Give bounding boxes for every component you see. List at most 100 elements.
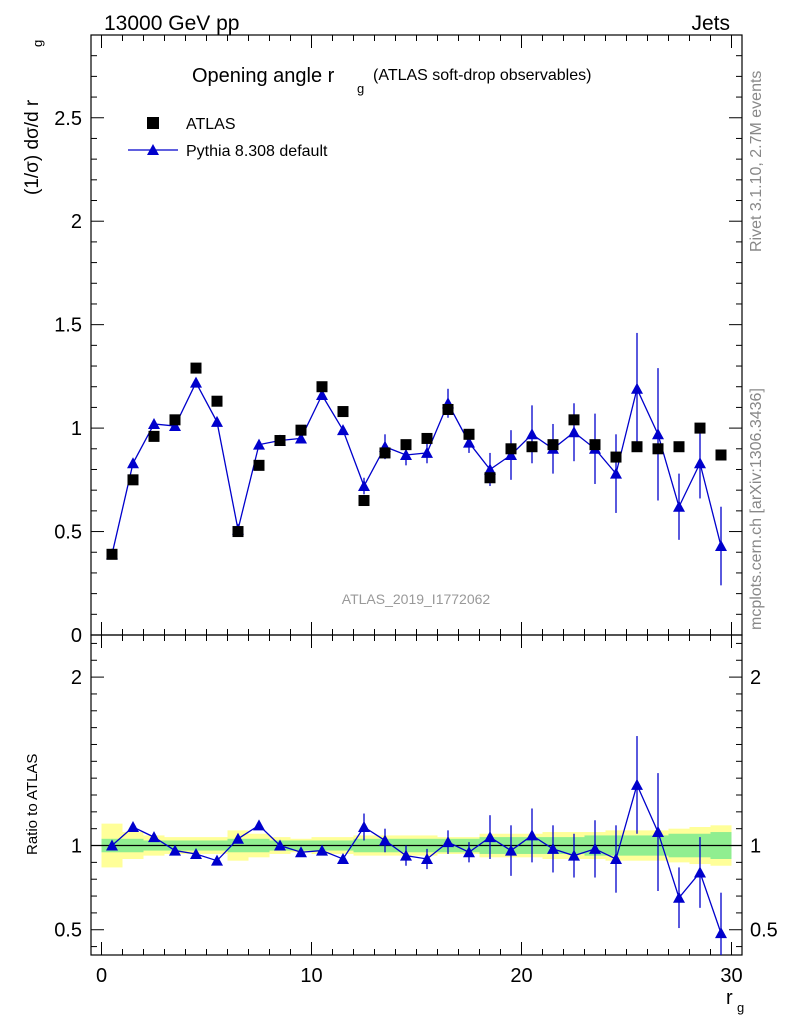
main-y-tick-label: 1 [71,418,82,440]
atlas-point [484,472,496,484]
pythia-point [169,420,181,432]
atlas-point [190,362,202,374]
pythia-point [148,417,160,429]
ratio-pythia-point [211,854,223,866]
main-y-axis-label-subscript: g [30,40,45,47]
ratio-plot-panel: 0.5 0.5 1 1 2 2 0 10 20 30 Ratio to ATLAS r g [24,634,778,1015]
pythia-point [400,449,412,460]
header-energy-label: 13000 GeV pp [104,12,239,35]
pythia-point [211,415,223,427]
atlas-point [169,414,181,426]
legend-pythia-label: Pythia 8.308 default [186,143,328,160]
mcplots-label: mcplots.cern.ch [arXiv:1306.3436] [748,388,765,630]
atlas-point [589,439,601,451]
pythia-point [484,463,496,475]
atlas-point [631,441,643,453]
atlas-point [295,424,307,436]
atlas-point [148,430,160,442]
pythia-point [673,500,685,512]
ratio-pythia-point [652,826,664,838]
ratio-pythia-point [610,853,622,864]
atlas-point [610,451,622,463]
pythia-point [526,428,538,440]
plot-title: Opening angle r [192,65,335,87]
main-y-tick-label: 2.5 [54,108,82,130]
ratio-pythia-point [484,831,496,843]
atlas-series [106,362,727,560]
atlas-point [421,432,433,444]
main-y-tick-label: 0.5 [54,522,82,544]
main-plot-panel: 0 0.5 1 1.5 2 2.5 ATLAS_2019_I1772062 Opening… [22,34,743,647]
ratio-pythia-series [106,736,727,955]
ratio-y-axis-label: Ratio to ATLAS [24,754,41,855]
legend-atlas-label: ATLAS [186,116,236,133]
pythia-point [694,457,706,469]
ratio-y-tick-label-right: 1 [750,836,761,858]
x-axis-label-subscript: g [737,1000,744,1015]
ratio-pythia-point [442,836,454,848]
ratio-pythia-point [673,891,685,903]
atlas-point [673,441,685,453]
header-process-label: Jets [691,12,730,35]
ratio-pythia-point [589,842,601,854]
plot-title-rest: (ATLAS soft-drop observables) [373,67,591,84]
pythia-point [358,480,370,492]
atlas-point [526,441,538,453]
atlas-point [652,443,664,455]
ratio-pythia-point [421,853,433,864]
atlas-point [253,459,265,471]
pythia-line [111,381,722,555]
main-y-tick-label: 1.5 [54,315,82,337]
ratio-pythia-point [253,819,265,831]
pythia-point [568,426,580,438]
ratio-pythia-line [111,782,722,934]
ratio-y-tick-label-right: 2 [750,667,761,689]
ratio-pythia-point [295,846,307,858]
ratio-pythia-point [169,844,181,856]
ratio-pythia-point [379,834,391,846]
ratio-y-tick-label: 1 [71,836,82,858]
ratio-pythia-point [316,844,328,856]
x-tick-label: 20 [510,965,532,987]
pythia-point [463,436,475,448]
atlas-point [316,381,328,393]
pythia-point [631,382,643,394]
pythia-point [253,438,265,450]
atlas-point [694,422,706,434]
plot-title-subscript: g [357,81,364,96]
main-axis-ticks [91,34,742,636]
pythia-point [610,467,622,479]
ratio-axis-ticks [91,635,742,955]
atlas-point [127,474,139,486]
analysis-watermark: ATLAS_2019_I1772062 [342,591,491,607]
ratio-pythia-point [274,839,286,851]
x-tick-labels: 0 10 20 30 [96,965,743,987]
atlas-point [274,435,286,447]
pythia-point [127,457,139,469]
ratio-pythia-point [694,866,706,878]
x-tick-label: 10 [300,965,322,987]
main-y-tick-label: 0 [71,625,82,647]
main-y-tick-labels: 0 0.5 1 1.5 2 2.5 [54,108,82,647]
ratio-pythia-point [358,821,370,832]
x-tick-label: 0 [96,965,107,987]
ratio-pythia-point [568,849,580,861]
legend-atlas-marker [147,117,159,129]
atlas-point [715,449,727,461]
atlas-point [211,395,223,407]
ratio-pythia-point [526,829,538,841]
legend-pythia-marker [147,144,159,155]
pythia-point [652,428,664,440]
ratio-y-tick-label: 0.5 [54,920,82,942]
main-y-axis-label: (1/σ) dσ/d r [22,99,43,195]
atlas-point [568,414,580,426]
ratio-pythia-point [547,842,559,854]
ratio-plot-frame [90,634,743,956]
atlas-point [106,548,118,560]
atlas-point [358,495,370,507]
ratio-y-tick-label-right: 0.5 [750,920,778,942]
pythia-point [337,424,349,436]
atlas-point [463,428,475,440]
atlas-point [547,439,559,451]
